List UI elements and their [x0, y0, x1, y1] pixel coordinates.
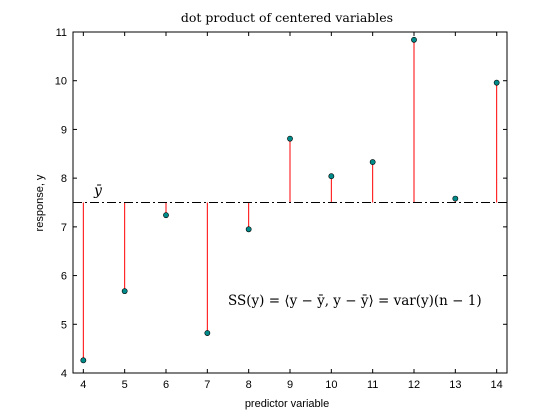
x-tick-label: 11 [367, 379, 378, 391]
y-tick-label: 9 [61, 124, 67, 136]
data-point [369, 159, 376, 165]
y-tick-label: 4 [61, 368, 67, 380]
x-tick-label: 13 [449, 379, 461, 391]
x-tick-label: 12 [408, 379, 420, 391]
data-point [204, 330, 211, 336]
data-point [80, 357, 87, 364]
data-point [121, 288, 128, 295]
x-axis-label: predictor variable [245, 398, 329, 410]
x-tick-label: 9 [287, 379, 293, 391]
x-tick-label: 7 [204, 379, 210, 391]
data-point [163, 212, 169, 219]
data-point [328, 173, 335, 180]
data-point [287, 135, 293, 142]
y-tick-label: 11 [56, 27, 67, 39]
x-ticks: 4 5 6 7 8 9 10 11 12 13 14 [80, 32, 503, 391]
x-tick-label: 4 [80, 379, 86, 391]
x-tick-label: 5 [122, 379, 128, 391]
y-tick-label: 8 [61, 173, 67, 185]
data-point [493, 79, 500, 86]
data-point [411, 36, 417, 43]
x-tick-label: 14 [491, 379, 503, 391]
y-tick-label: 7 [61, 222, 67, 234]
y-tick-label: 6 [61, 271, 67, 283]
y-tick-label: 5 [61, 319, 67, 331]
chart-title: dot product of centered variables [181, 10, 393, 25]
x-tick-label: 6 [163, 379, 169, 391]
y-ticks: 4 5 6 7 8 9 10 11 [55, 27, 507, 380]
mean-label: ȳ [93, 183, 103, 199]
x-tick-label: 8 [246, 379, 252, 391]
points-layer [80, 36, 500, 364]
y-axis-label: response, y [34, 174, 46, 231]
stems-layer [82, 39, 498, 361]
data-point [452, 195, 459, 202]
y-tick-label: 10 [55, 76, 67, 88]
ss-annotation: SS(y) = ⟨y − ȳ, y − ȳ⟩ = var(y)(n − 1) [228, 293, 482, 309]
data-point [245, 226, 252, 233]
x-tick-label: 10 [325, 379, 337, 391]
